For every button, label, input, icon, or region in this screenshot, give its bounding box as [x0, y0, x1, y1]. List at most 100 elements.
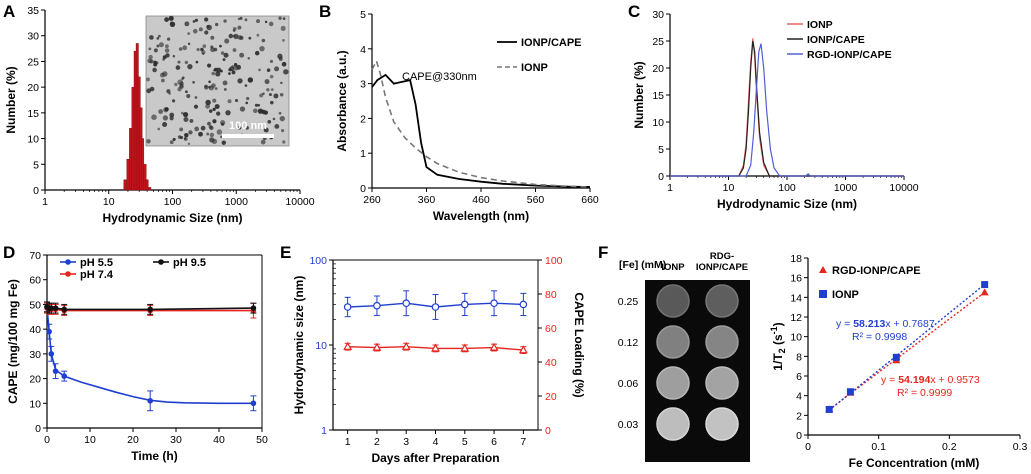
y-tick-label: 25	[27, 56, 39, 68]
nanoparticle-dot	[211, 83, 216, 88]
nanoparticle-dot	[165, 53, 170, 58]
nanoparticle-dot	[232, 29, 236, 32]
nanoparticle-dot	[148, 54, 153, 60]
data-point-ionp	[846, 388, 854, 396]
histogram-bar	[145, 179, 149, 191]
nanoparticle-dot	[248, 36, 252, 40]
histogram-bar	[123, 179, 127, 191]
nanoparticle-dot	[279, 93, 284, 97]
y2-tick-label: 60	[545, 323, 557, 335]
nanoparticle-dot	[224, 38, 230, 44]
nanoparticle-dot	[277, 53, 283, 59]
data-point-ph-5-5	[52, 368, 59, 374]
y-tick-label: 0	[33, 185, 39, 197]
y-tick-label: 4	[796, 391, 802, 403]
data-point-ph-5-5	[48, 351, 55, 357]
x-tick-label: 0	[805, 441, 811, 453]
y-tick-label: 20	[29, 374, 41, 386]
nanoparticle-dot	[231, 70, 236, 75]
nanoparticle-dot	[214, 104, 220, 110]
nanoparticle-dot	[151, 114, 157, 121]
nanoparticle-dot	[180, 111, 184, 115]
nanoparticle-dot	[158, 109, 164, 114]
y-axis-label: Number (%)	[632, 61, 646, 128]
y-tick-label: 25	[652, 36, 664, 48]
nanoparticle-dot	[223, 19, 227, 23]
data-point-size	[373, 301, 381, 310]
nanoparticle-dot	[195, 60, 199, 64]
nanoparticle-dot	[207, 121, 211, 126]
legend-label: IONP/CAPE	[807, 34, 865, 46]
x-tick-label: 0.2	[942, 441, 957, 453]
y-tick-label: 0	[360, 183, 366, 195]
nanoparticle-dot	[157, 127, 161, 131]
phantom-col-label: IONP/CAPE	[696, 262, 748, 273]
data-point-ph-9-5	[48, 305, 55, 311]
x-axis-label: Hydrodynamic Size (nm)	[717, 197, 857, 211]
nanoparticle-dot	[172, 137, 176, 141]
nanoparticle-dot	[177, 79, 183, 85]
nanoparticle-dot	[246, 96, 250, 101]
data-point-ph-5-5	[250, 400, 257, 407]
nanoparticle-dot	[192, 20, 196, 23]
y-tick-label: 12	[790, 312, 802, 324]
nanoparticle-dot	[282, 140, 286, 144]
x-tick-label: 10000	[889, 182, 918, 194]
panel-letter-e: E	[280, 243, 291, 262]
legend-marker	[158, 259, 164, 265]
x-tick-label: 4	[433, 436, 439, 448]
y-axis-label: Absorbance (a.u.)	[335, 50, 349, 151]
fit-equation: y = 54.194x + 0.9573	[881, 374, 980, 386]
histogram-bar	[126, 158, 130, 191]
nanoparticle-dot	[198, 131, 203, 137]
nanoparticle-dot	[161, 78, 165, 83]
nanoparticle-dot	[266, 68, 271, 72]
nanoparticle-dot	[228, 72, 231, 75]
y-axis-label-sup: -1	[769, 326, 779, 334]
nanoparticle-dot	[280, 81, 283, 85]
y-tick-label: 10	[29, 398, 41, 410]
fit-r-squared: R² = 0.9999	[897, 387, 952, 399]
y-tick-label: 15	[652, 90, 664, 102]
phantom-row-label: 0.03	[618, 419, 639, 431]
series-line-ionp	[371, 58, 591, 188]
nanoparticle-dot	[202, 44, 207, 48]
series-line-ph-5-5	[46, 306, 254, 405]
nanoparticle-dot	[208, 124, 213, 129]
fit-equation-prefix: y =	[881, 374, 898, 386]
nanoparticle-dot	[156, 36, 160, 40]
nanoparticle-dot	[212, 98, 217, 103]
data-point-size	[460, 300, 469, 309]
panel-letter-b: B	[319, 2, 331, 21]
nanoparticle-dot	[272, 117, 276, 121]
fit-line-ionp	[828, 283, 986, 411]
x-axis-label: Hydrodynamic Size (nm)	[102, 211, 242, 225]
x-tick-label: 7	[520, 436, 526, 448]
y2-tick-label: 40	[545, 357, 557, 369]
y-tick-label: 0	[35, 423, 41, 435]
data-point-loading	[460, 343, 470, 352]
nanoparticle-dot	[237, 25, 242, 30]
nanoparticle-dot	[162, 115, 169, 121]
nanoparticle-dot	[245, 126, 249, 130]
nanoparticle-dot	[239, 106, 246, 112]
nanoparticle-dot	[283, 69, 289, 75]
fit-equation-prefix: y =	[836, 318, 853, 330]
nanoparticle-dot	[164, 48, 170, 53]
data-point-size	[402, 299, 411, 308]
nanoparticle-dot	[207, 63, 212, 68]
x-tick-label: 0.1	[871, 441, 886, 453]
y-tick-label: 1	[321, 425, 327, 437]
nanoparticle-dot	[188, 130, 193, 135]
mri-phantom: [Fe] (mM)IONP RDG-IONP/CAPE 0.25 0.12 0.06 0.…	[618, 251, 750, 462]
nanoparticle-dot	[194, 96, 198, 99]
nanoparticle-dot	[231, 65, 235, 68]
y-axis-label: Number (%)	[4, 66, 18, 133]
nanoparticle-dot	[189, 118, 194, 123]
x-tick-label: 360	[418, 194, 436, 206]
nanoparticle-dot	[193, 104, 199, 109]
y-axis-label-close: )	[771, 322, 785, 326]
legend: RGD-IONP/CAPE IONP	[819, 265, 921, 301]
legend: IONP/CAPE IONP	[497, 37, 582, 74]
nanoparticle-dot	[205, 99, 211, 106]
